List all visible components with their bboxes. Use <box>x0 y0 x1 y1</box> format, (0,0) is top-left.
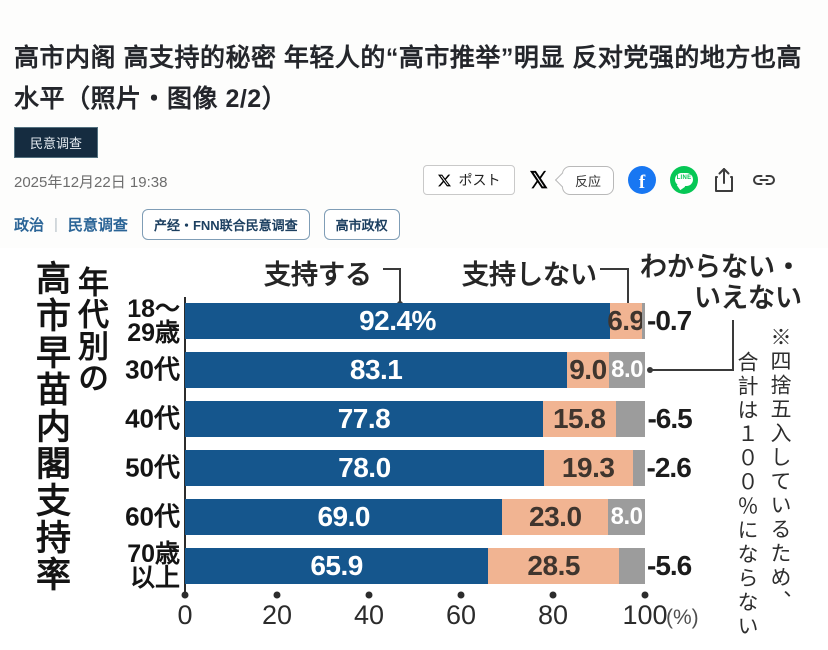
breadcrumb-poll[interactable]: 民意调查 <box>67 217 128 234</box>
x-axis-tick-label: 80 <box>537 600 569 630</box>
bar-segment-unknown <box>619 548 645 584</box>
bar-value-label: 69.0 <box>317 501 370 532</box>
bar-segment-oppose: 19.3 <box>543 450 633 486</box>
bar-segment-oppose: 6.9 <box>607 303 645 339</box>
facebook-icon[interactable]: f <box>628 166 656 194</box>
bar-value-label: 6.9 <box>607 305 645 336</box>
category-label: 50代 <box>125 452 180 483</box>
bar-segment-oppose: 9.0 <box>567 352 609 388</box>
publish-date: 2025年12月22日 19:38 <box>14 174 168 191</box>
bar-segment-unknown: 8.0 <box>608 352 646 388</box>
x-post-button[interactable]: ポスト <box>423 165 516 195</box>
line-word: LINE <box>676 175 692 181</box>
chart-title-sub: 年代別の <box>73 266 108 394</box>
bar-segment-support: 83.1 <box>185 352 568 388</box>
unknown-outside-label: -2.6 <box>646 452 692 483</box>
legend-support: 支持する <box>264 260 372 290</box>
x-axis-tick-dot <box>549 591 557 599</box>
breadcrumb-separator: | <box>54 216 58 233</box>
unknown-outside-label: -0.7 <box>647 305 692 336</box>
category-label: 40代 <box>125 403 180 434</box>
bar-value-label: 19.3 <box>561 452 615 483</box>
bar-segment-support: 77.8 <box>185 401 543 437</box>
x-axis-tick-dot <box>273 591 281 599</box>
legend-oppose: 支持しない <box>462 260 597 290</box>
bar-segment-unknown <box>641 303 645 339</box>
breadcrumb-politics[interactable]: 政治 <box>14 217 45 234</box>
bar-value-label: 9.0 <box>569 354 607 385</box>
category-label: 70歳 以上 <box>127 540 180 592</box>
bar-segment-unknown: 8.0 <box>608 499 645 535</box>
x-post-label: ポスト <box>458 172 501 188</box>
line-icon[interactable]: LINE <box>670 166 698 194</box>
x-axis-tick-label: 40 <box>353 600 385 630</box>
bar-value-label: 83.1 <box>349 354 403 385</box>
bar-value-label: 78.0 <box>338 452 391 483</box>
bar-segment-support: 92.4% <box>185 303 611 339</box>
bar-segment-oppose: 15.8 <box>542 401 616 437</box>
tags-row: 政治 | 民意调查 产经・FNN联合民意调查 高市政权 <box>14 209 400 240</box>
x-axis-tick-label: 0 <box>177 600 193 630</box>
bar-segment-unknown <box>615 401 646 437</box>
x-axis-unit: (%) <box>666 606 699 629</box>
tag-takaichi-government[interactable]: 高市政权 <box>323 209 400 240</box>
x-axis-tick-label: 20 <box>261 600 293 630</box>
x-axis-tick-label: 100 <box>622 600 668 630</box>
bar-value-label: 15.8 <box>552 403 606 434</box>
bar-segment-support: 65.9 <box>185 548 489 584</box>
bar-segment-support: 78.0 <box>185 450 544 486</box>
x-axis-tick-dot <box>181 591 189 599</box>
bar-segment-support: 69.0 <box>185 499 503 535</box>
bar-value-label: 77.8 <box>337 403 391 434</box>
x-logo-icon[interactable]: 𝕏 <box>529 167 548 193</box>
unknown-outside-label: -6.5 <box>647 403 692 434</box>
bar-value-label: 92.4% <box>359 305 436 336</box>
line-bubble-shape <box>675 173 693 186</box>
chart-title-main: 高市早苗内閣支持率 <box>31 260 70 593</box>
x-axis-tick-dot <box>457 591 465 599</box>
reaction-button[interactable]: 反应 <box>561 165 614 195</box>
bar-value-label: 28.5 <box>527 550 580 581</box>
bar-segment-oppose: 23.0 <box>502 499 609 535</box>
copy-link-icon[interactable] <box>750 168 778 192</box>
x-icon <box>438 174 452 186</box>
share-toolbar: ポスト 𝕏 反应 f LINE <box>423 164 778 196</box>
rounding-note-line1: ※四捨五入しているため、 <box>768 326 792 614</box>
bar-segment-oppose: 28.5 <box>488 548 620 584</box>
tag-sankei-fnn-poll[interactable]: 产经・FNN联合民意调查 <box>141 209 310 240</box>
bar-value-label: 8.0 <box>610 503 643 530</box>
x-axis-tick-dot <box>365 591 373 599</box>
rounding-note-line2: 合計は１００％にならない <box>735 351 759 639</box>
y-axis-line <box>184 297 186 594</box>
approval-chart-image: 高市早苗内閣支持率 年代別の 支持する 支持しない わからない・ いえない 18… <box>0 248 828 650</box>
x-axis-tick-dot <box>641 591 649 599</box>
category-label: 60代 <box>125 501 180 532</box>
bar-value-label: 8.0 <box>611 356 643 383</box>
page-title: 高市内阁 高支持的秘密 年轻人的“高市推举”明显 反对党强的地方也高水平（照片・… <box>14 44 802 113</box>
x-axis-tick-label: 60 <box>445 600 477 630</box>
unknown-outside-label: -5.6 <box>647 550 692 581</box>
legend-unknown: わからない・ いえない <box>640 252 802 313</box>
category-label: 18〜 29歳 <box>127 295 180 347</box>
bar-value-label: 23.0 <box>529 501 582 532</box>
bar-segment-unknown <box>632 450 645 486</box>
bar-value-label: 65.9 <box>310 550 363 581</box>
category-label: 30代 <box>125 354 180 385</box>
share-icon[interactable] <box>712 167 736 193</box>
category-badge[interactable]: 民意调查 <box>14 127 99 158</box>
